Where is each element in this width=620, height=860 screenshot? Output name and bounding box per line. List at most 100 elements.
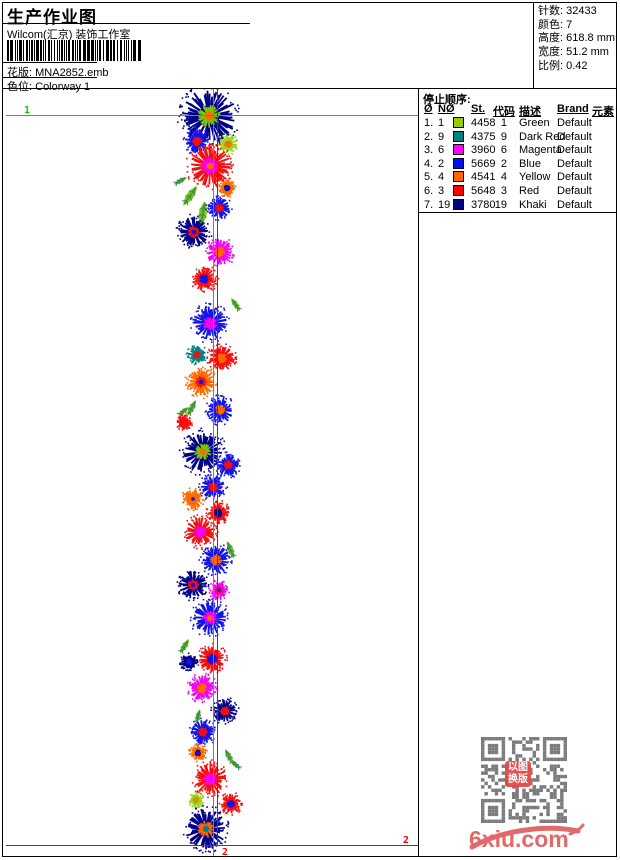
cell: 3780 — [471, 198, 496, 211]
watermark: 6xiu.com — [466, 816, 586, 856]
cell: 4. — [424, 157, 434, 170]
table-bottom-border — [418, 212, 617, 213]
guide-label: 1 — [24, 105, 30, 116]
stat-line: 高度: 618.8 mm — [538, 32, 616, 45]
pattern-row: 花版: MNA2852.emb — [7, 64, 109, 80]
colorway-value: Colorway 1 — [35, 81, 91, 93]
flower — [204, 394, 233, 426]
flower — [210, 697, 240, 725]
page-title: 生产作业图 — [7, 8, 97, 27]
cell: Red — [519, 185, 540, 197]
flower — [178, 427, 226, 477]
cell: Blue — [519, 157, 542, 170]
pattern-value: MNA2852.emb — [35, 67, 109, 79]
flower — [208, 579, 231, 601]
thread-color-swatch — [453, 198, 464, 210]
flower — [189, 717, 216, 746]
cell: 7. — [424, 198, 434, 211]
cell: 4458 — [471, 117, 496, 129]
cell: 6 — [500, 144, 507, 157]
divider — [2, 77, 97, 78]
flower — [198, 544, 233, 576]
flower — [175, 213, 213, 249]
cell: Dark Red — [519, 130, 566, 143]
flower — [188, 743, 208, 763]
column-header: NØ — [438, 103, 455, 115]
leaf — [230, 760, 242, 771]
cell: 2 — [500, 157, 507, 170]
cell: 4541 — [471, 171, 496, 184]
cell: 1 — [438, 117, 445, 129]
divider — [2, 62, 97, 63]
flower — [179, 652, 199, 672]
thread-color-swatch — [453, 157, 464, 169]
embroidery-design-canvas: 1 2 2 — [6, 89, 418, 857]
design-stats: 针数: 32433 颜色: 7 高度: 618.8 mm 宽度: 51.2 mm 比例:… — [538, 5, 615, 74]
cell: 19 — [494, 198, 507, 211]
cell: Default — [557, 144, 592, 157]
colorway-label: 色位: — [7, 81, 33, 93]
company-name: Wilcom(汇京) 装饰工作室 — [7, 29, 131, 41]
cell: 4 — [438, 171, 445, 184]
stop-sequence-title: 停止顺序: — [423, 94, 471, 106]
flower — [176, 414, 193, 431]
column-header: St. — [471, 103, 486, 115]
cell: 2 — [438, 157, 445, 170]
cell: 3. — [424, 144, 434, 157]
cell: Default — [557, 185, 592, 197]
guide-label: 2 — [222, 847, 228, 857]
cell: 2. — [424, 130, 434, 143]
cell: 9 — [438, 130, 445, 143]
color-row: 4. 2 5669 2 Blue Default — [419, 157, 617, 171]
column-header: 描述 — [519, 106, 541, 118]
cell: 5669 — [471, 157, 496, 170]
leaf — [231, 298, 242, 312]
cell: 1. — [424, 117, 434, 129]
thread-color-swatch — [453, 185, 464, 196]
flower — [182, 487, 206, 512]
cell: 5648 — [471, 185, 496, 197]
flower — [189, 302, 230, 344]
guide-label: 2 — [403, 835, 409, 846]
header-divider — [533, 2, 534, 88]
cell: 4375 — [471, 130, 496, 143]
header-bottom-border — [2, 88, 617, 89]
flower — [176, 570, 210, 602]
flower — [176, 89, 240, 149]
flower — [214, 451, 241, 479]
flower — [188, 791, 205, 809]
cell: Default — [557, 157, 592, 170]
barcode — [7, 40, 141, 61]
flower — [216, 178, 237, 198]
cell: Default — [557, 130, 592, 143]
flower — [182, 805, 230, 854]
flower — [184, 366, 218, 400]
column-header: Ø — [424, 103, 433, 115]
thread-color-swatch — [453, 130, 464, 142]
cell: Yellow — [519, 171, 551, 184]
stop-sequence-table: 停止顺序: Ø NØ St. 代码 描述 Brand 元素 1. 1 4458 1 Green Defa… — [419, 88, 617, 213]
cell: Khaki — [519, 198, 547, 211]
cell: 3960 — [471, 144, 496, 157]
flower — [205, 238, 235, 267]
flower — [182, 126, 211, 157]
thread-color-swatch — [453, 171, 464, 183]
flower — [185, 345, 209, 366]
colorway-row: 色位: Colorway 1 — [7, 78, 90, 94]
cell: 3 — [500, 185, 507, 197]
flower — [217, 132, 238, 155]
stat-line: 比例: 0.42 — [538, 59, 588, 72]
flower — [197, 642, 228, 674]
pattern-label: 花版: — [7, 67, 33, 79]
stat-line: 颜色: 7 — [538, 18, 573, 31]
watermark-swoosh-icon — [469, 823, 585, 850]
cell: 5. — [424, 171, 434, 184]
cell: 19 — [438, 198, 451, 211]
cell: Default — [557, 198, 592, 211]
cell: 3 — [438, 185, 445, 197]
color-row: 5. 4 4541 4 Yellow Default — [419, 171, 617, 184]
stat-line: 宽度: 51.2 mm — [538, 46, 609, 59]
color-row: 3. 6 3960 6 Magenta Default — [419, 144, 617, 157]
flower — [187, 672, 219, 704]
